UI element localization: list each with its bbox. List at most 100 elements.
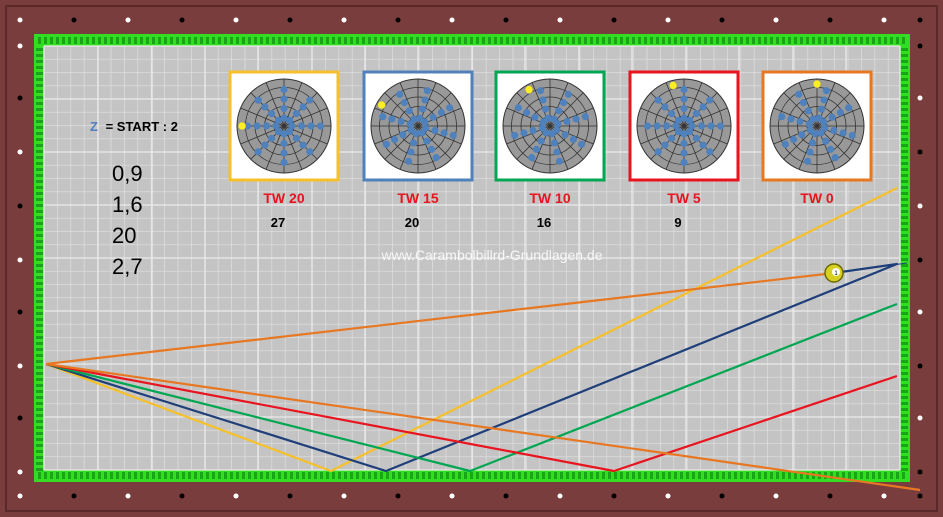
rail-diamond — [917, 203, 923, 209]
cushion-tick — [68, 37, 71, 44]
cushion-tick — [710, 472, 713, 479]
cushion-tick — [290, 37, 293, 44]
cushion-tick — [848, 472, 851, 479]
cushion-tick — [134, 37, 137, 44]
cushion-tick — [332, 472, 335, 479]
cushion-tick — [230, 37, 233, 44]
cushion-tick — [854, 37, 857, 44]
cushion-tick — [326, 37, 329, 44]
aim-panel-label: TW 0 — [800, 190, 834, 206]
cushion-tick — [901, 258, 908, 261]
cushion-tick — [866, 472, 869, 479]
cushion-tick — [608, 472, 611, 479]
aim-dot — [826, 145, 835, 153]
cushion-tick — [901, 318, 908, 321]
cushion-tick — [500, 37, 503, 44]
cushion-tick — [614, 472, 617, 479]
cushion-tick — [901, 132, 908, 135]
cushion-tick — [674, 472, 677, 479]
aim-dot — [288, 122, 296, 130]
cushion-tick — [404, 37, 407, 44]
rail-diamond — [71, 17, 77, 23]
aim-dot — [422, 124, 430, 132]
cushion-tick — [218, 37, 221, 44]
cushion-tick — [884, 472, 887, 479]
aim-dot — [538, 124, 546, 132]
aim-dot — [550, 139, 559, 147]
cushion-tick — [392, 37, 395, 44]
cushion-tick — [506, 37, 509, 44]
cushion-tick — [901, 144, 908, 147]
aim-dot — [280, 114, 288, 122]
cushion-tick — [36, 210, 43, 213]
cushion-tick — [140, 37, 143, 44]
aim-dot — [416, 114, 424, 122]
cushion-tick — [596, 37, 599, 44]
aim-dot — [418, 129, 426, 137]
cushion-tick — [176, 472, 179, 479]
cushion-tick — [901, 222, 908, 225]
cushion-tick — [158, 37, 161, 44]
aim-dot — [541, 105, 550, 113]
aim-dot — [697, 122, 706, 130]
cushion-tick — [901, 102, 908, 105]
aim-dot — [539, 118, 547, 126]
cue-ball-number-spot — [832, 268, 840, 276]
cushion-tick — [36, 96, 43, 99]
cushion-tick — [36, 396, 43, 399]
cushion-tick — [901, 312, 908, 315]
cushion-tick — [36, 186, 43, 189]
cushion-tick — [36, 336, 43, 339]
cushion-tick — [374, 472, 377, 479]
cushion-tick — [416, 37, 419, 44]
rail-diamond — [917, 493, 923, 499]
aim-dot — [680, 85, 688, 94]
rail-diamond — [917, 95, 923, 101]
aim-dot — [292, 110, 300, 118]
cushion-tick — [56, 37, 59, 44]
rail-diamond — [917, 363, 923, 369]
cushion-tick — [92, 472, 95, 479]
aim-dot — [400, 99, 409, 107]
cushion-tick — [872, 472, 875, 479]
cushion-tick — [260, 37, 263, 44]
aim-dot — [828, 113, 836, 121]
cushion-tick — [440, 472, 443, 479]
aim-dot — [410, 115, 418, 123]
rail-diamond — [917, 17, 923, 23]
cushion-tick — [788, 472, 791, 479]
cushion-tick — [584, 37, 587, 44]
aim-dot — [286, 116, 294, 124]
cushion-tick — [901, 156, 908, 159]
cushion-tick — [704, 472, 707, 479]
cushion-tick — [284, 37, 287, 44]
cushion-tick — [36, 78, 43, 81]
cushion-tick — [901, 264, 908, 267]
cushion-tick — [440, 37, 443, 44]
aim-dot — [382, 140, 390, 148]
rail-diamond — [719, 17, 725, 23]
cushion-tick — [656, 472, 659, 479]
cushion-tick — [554, 472, 557, 479]
aim-dot — [407, 148, 415, 156]
aim-dot — [254, 148, 262, 156]
cushion-tick — [170, 37, 173, 44]
formula-value-1: 0,9 — [112, 161, 143, 186]
aim-dot — [808, 139, 817, 147]
cushion-tick — [901, 90, 908, 93]
rail-diamond — [917, 43, 923, 49]
aim-dot — [316, 122, 325, 130]
aim-yellow-dot — [237, 121, 247, 131]
aim-dot — [692, 134, 700, 142]
cushion-tick — [901, 366, 908, 369]
cushion-tick — [901, 300, 908, 303]
rail-diamond — [287, 17, 293, 23]
cushion-tick — [650, 472, 653, 479]
cushion-tick — [296, 37, 299, 44]
rail-diamond — [341, 493, 347, 499]
aim-dot — [554, 120, 562, 128]
cushion-tick — [866, 37, 869, 44]
cushion-tick — [566, 472, 569, 479]
cushion-tick — [578, 37, 581, 44]
